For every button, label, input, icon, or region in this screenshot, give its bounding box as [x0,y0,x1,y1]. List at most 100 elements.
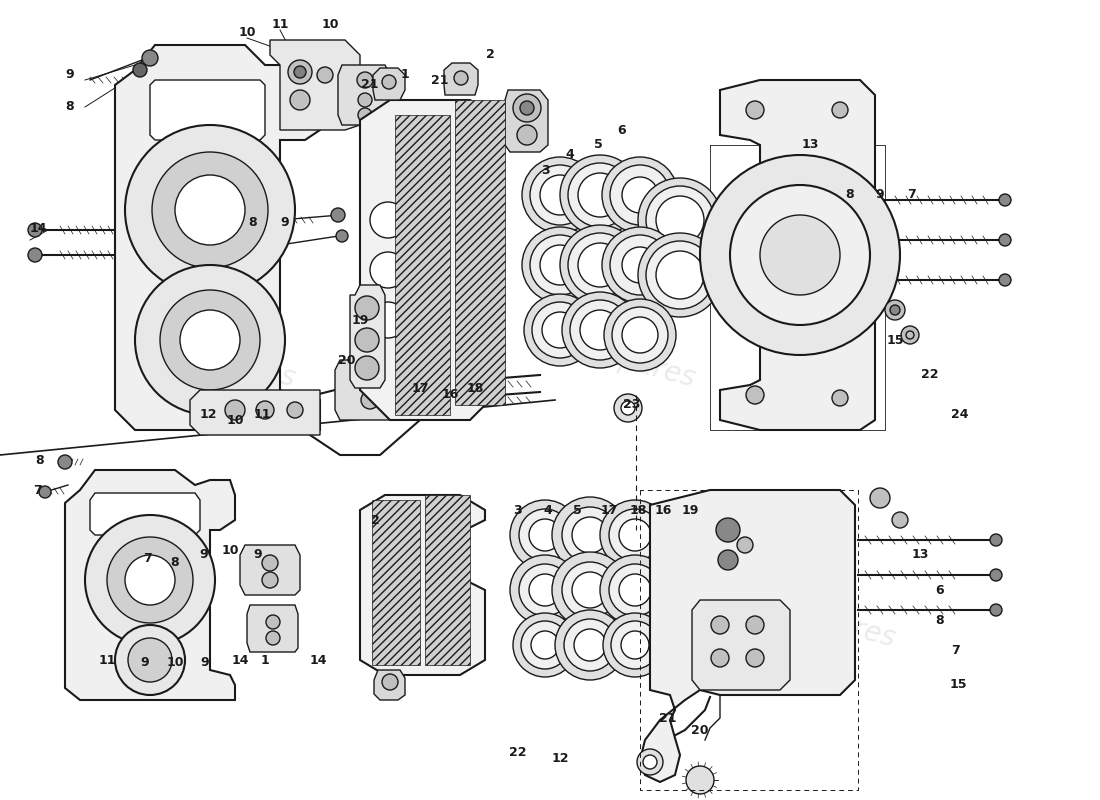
Circle shape [568,233,632,297]
Circle shape [578,173,621,217]
Polygon shape [350,285,385,388]
Text: 5: 5 [594,138,603,151]
Text: 12: 12 [199,409,217,422]
Circle shape [256,401,274,419]
Text: 19: 19 [681,503,698,517]
Circle shape [336,230,348,242]
Polygon shape [270,40,360,130]
Text: 7: 7 [144,551,153,565]
Polygon shape [373,68,405,100]
Circle shape [609,564,661,616]
Circle shape [422,393,438,409]
Circle shape [519,509,571,561]
Circle shape [574,629,606,661]
Text: 16: 16 [441,389,459,402]
Text: 8: 8 [846,189,855,202]
Circle shape [999,194,1011,206]
Circle shape [226,400,245,420]
Circle shape [517,125,537,145]
Polygon shape [338,65,390,125]
Circle shape [619,519,651,551]
Text: 13: 13 [911,549,928,562]
Circle shape [530,235,590,295]
Text: 8: 8 [936,614,944,626]
Circle shape [180,310,240,370]
Circle shape [355,328,380,352]
Text: eurospares: eurospares [741,586,899,654]
Text: 10: 10 [321,18,339,31]
Text: 15: 15 [887,334,904,346]
Circle shape [125,125,295,295]
Text: 21: 21 [361,78,378,91]
Circle shape [646,186,714,254]
Text: 2: 2 [485,49,494,62]
Circle shape [570,300,630,360]
Circle shape [562,292,638,368]
Polygon shape [360,100,500,420]
Circle shape [370,202,406,238]
Circle shape [711,649,729,667]
Circle shape [890,305,900,315]
Circle shape [39,486,51,498]
Circle shape [603,613,667,677]
Text: 19: 19 [351,314,369,326]
Circle shape [524,294,596,366]
Circle shape [262,555,278,571]
Text: 1: 1 [261,654,270,666]
Circle shape [638,178,722,262]
Polygon shape [248,605,298,652]
Circle shape [686,766,714,794]
Circle shape [266,631,280,645]
Circle shape [637,749,663,775]
Circle shape [456,302,493,338]
Polygon shape [640,490,855,782]
Circle shape [531,631,559,659]
Text: 17: 17 [601,503,618,517]
Circle shape [529,574,561,606]
Circle shape [552,497,628,573]
Circle shape [540,245,580,285]
Circle shape [358,93,372,107]
Circle shape [290,90,310,110]
Text: 18: 18 [466,382,484,394]
Text: 1: 1 [400,69,409,82]
Circle shape [600,500,670,570]
Circle shape [361,371,379,389]
Circle shape [331,208,345,222]
Text: 6: 6 [618,123,626,137]
Circle shape [562,562,618,618]
Polygon shape [360,495,485,675]
Circle shape [519,564,571,616]
Bar [425,495,470,665]
Circle shape [990,569,1002,581]
Circle shape [28,248,42,262]
Circle shape [737,537,754,553]
Circle shape [540,175,580,215]
Circle shape [656,196,704,244]
Circle shape [602,157,678,233]
Circle shape [454,71,467,85]
Circle shape [621,317,658,353]
Circle shape [358,72,373,88]
Circle shape [832,390,848,406]
Circle shape [572,572,608,608]
Circle shape [656,251,704,299]
Circle shape [560,225,640,305]
Circle shape [886,300,905,320]
Text: 8: 8 [249,215,257,229]
Circle shape [520,101,534,115]
Text: 3: 3 [541,163,549,177]
Text: 7: 7 [950,643,959,657]
Circle shape [644,755,657,769]
Text: 5: 5 [573,503,582,517]
Text: 13: 13 [801,138,818,151]
Circle shape [513,94,541,122]
Circle shape [619,574,651,606]
Text: 4: 4 [543,503,552,517]
Circle shape [901,326,918,344]
Text: 11: 11 [272,18,288,31]
Circle shape [610,165,670,225]
Polygon shape [150,80,265,140]
Text: 22: 22 [922,369,938,382]
Circle shape [621,247,658,283]
